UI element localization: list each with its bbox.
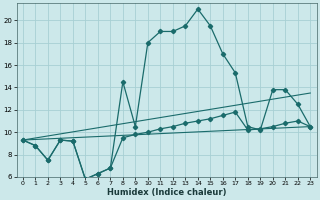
X-axis label: Humidex (Indice chaleur): Humidex (Indice chaleur): [107, 188, 226, 197]
